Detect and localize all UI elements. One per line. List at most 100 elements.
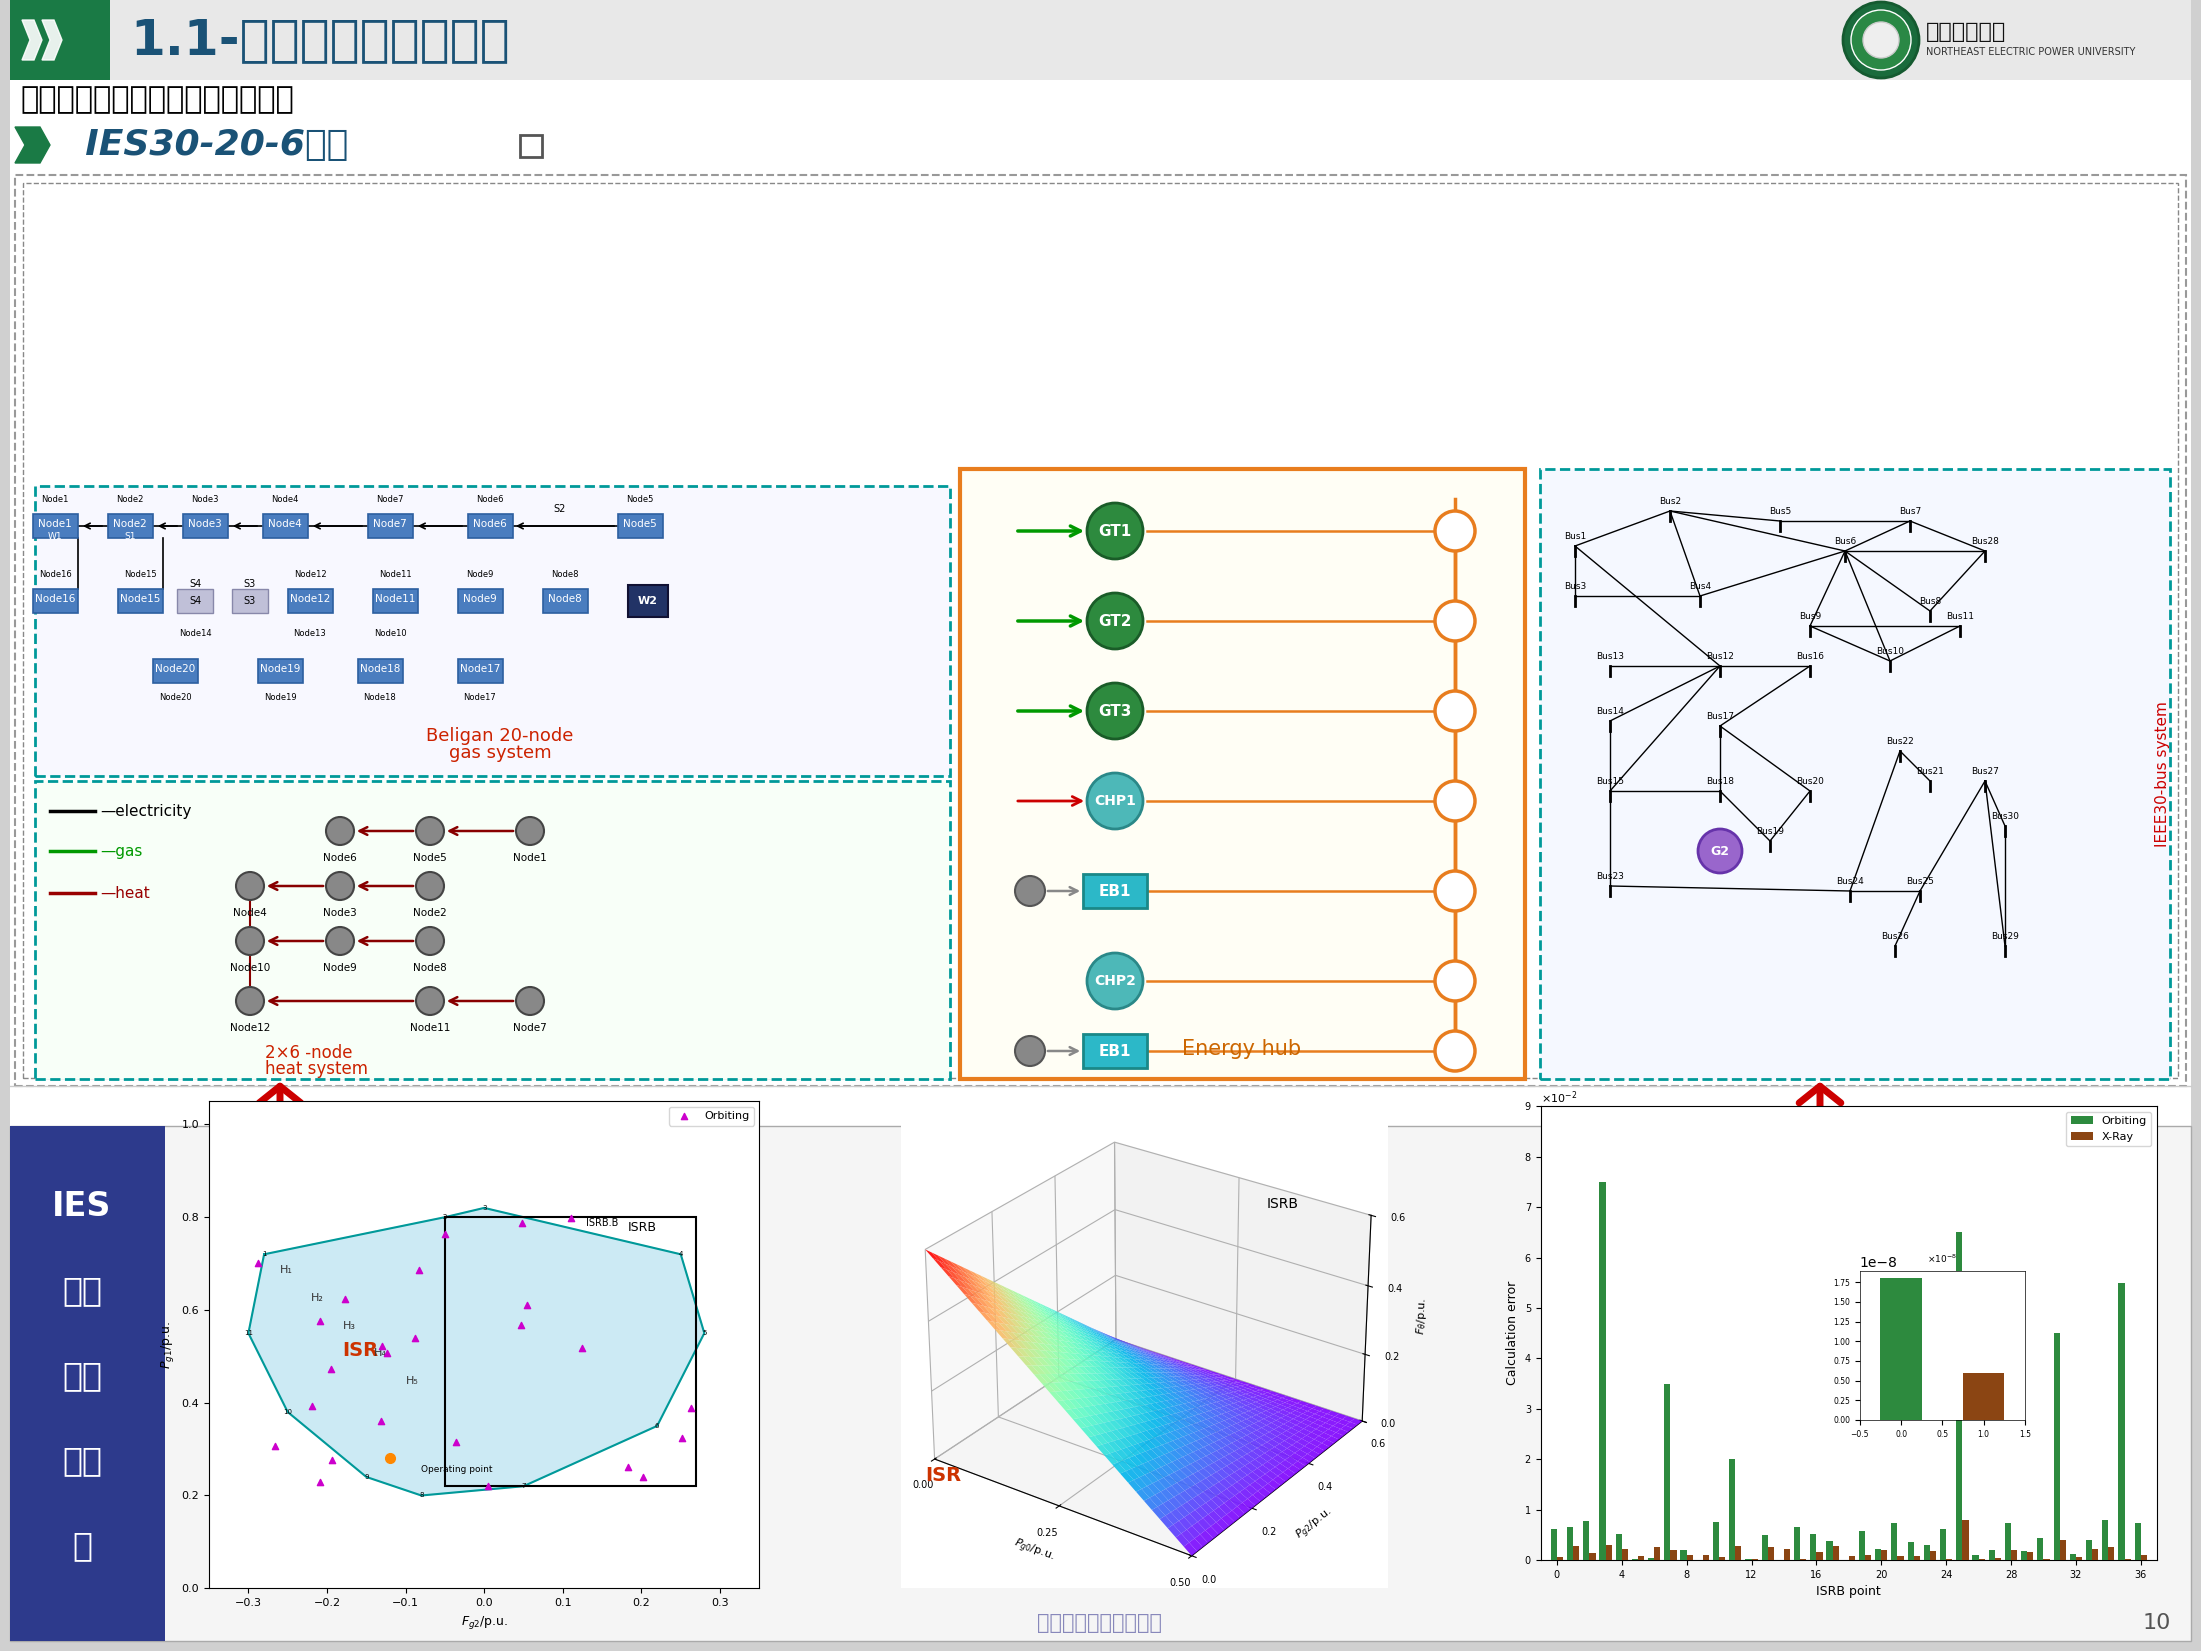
Bar: [1891, 1524, 1897, 1560]
Bar: [1638, 1555, 1644, 1560]
Text: Node10: Node10: [374, 629, 407, 637]
Circle shape: [1087, 773, 1142, 829]
Text: IES30-20-6算例: IES30-20-6算例: [59, 129, 348, 162]
Text: 1: 1: [262, 1251, 266, 1258]
Orbiting: [511, 1291, 546, 1317]
Text: 果: 果: [73, 1529, 92, 1562]
Text: Bus7: Bus7: [1899, 507, 1921, 517]
Circle shape: [515, 987, 544, 1015]
Bar: [1649, 1559, 1655, 1560]
Bar: [2087, 1540, 2093, 1560]
Text: EB1: EB1: [1098, 1043, 1131, 1058]
Bar: [1083, 873, 1147, 908]
Text: Bus28: Bus28: [1972, 537, 1999, 546]
Text: 11: 11: [244, 1331, 253, 1336]
Text: Node17: Node17: [464, 693, 497, 702]
Orbiting: [625, 1463, 660, 1489]
Bar: [11, 0, 2190, 79]
Text: Bus25: Bus25: [1906, 877, 1935, 887]
Text: 5: 5: [702, 1331, 707, 1336]
Bar: [1622, 1549, 1629, 1560]
Circle shape: [1015, 877, 1045, 906]
Text: Node3: Node3: [324, 908, 357, 918]
Circle shape: [1842, 2, 1919, 78]
Text: Node13: Node13: [293, 629, 326, 637]
Bar: [1939, 1529, 1946, 1560]
Bar: [544, 589, 588, 613]
Text: 东北电力大学: 东北电力大学: [1926, 21, 2007, 41]
Text: Node5: Node5: [623, 518, 656, 528]
Text: Node15: Node15: [119, 594, 161, 604]
Text: Node7: Node7: [376, 495, 403, 504]
Bar: [1552, 1529, 1556, 1560]
X-axis label: $F_{g2}$/p.u.: $F_{g2}$/p.u.: [460, 1613, 508, 1631]
Bar: [2005, 1522, 2012, 1560]
Bar: [445, 1217, 696, 1486]
Orbiting: [302, 1308, 337, 1334]
Text: Bus26: Bus26: [1882, 933, 1908, 941]
Text: —gas: —gas: [99, 844, 143, 859]
Bar: [618, 513, 663, 538]
Text: Node9: Node9: [467, 570, 493, 580]
Text: Node20: Node20: [158, 693, 191, 702]
Circle shape: [236, 926, 264, 954]
Text: 7: 7: [522, 1483, 526, 1489]
Circle shape: [515, 817, 544, 845]
Bar: [2069, 1554, 2076, 1560]
Bar: [1882, 1550, 1888, 1560]
Text: 4: 4: [678, 1251, 682, 1258]
Bar: [1704, 1555, 1708, 1560]
Text: Bus24: Bus24: [1836, 877, 1864, 887]
Text: Node2: Node2: [112, 518, 147, 528]
Circle shape: [1435, 1030, 1475, 1071]
Circle shape: [1087, 504, 1142, 560]
Text: Node5: Node5: [627, 495, 654, 504]
Orbiting: [504, 1313, 539, 1339]
Bar: [1734, 1547, 1741, 1560]
Polygon shape: [249, 1209, 704, 1496]
Y-axis label: $P_{g1}$/p.u.: $P_{g1}$/p.u.: [158, 1321, 176, 1369]
Orbiting: [258, 1433, 293, 1459]
Bar: [154, 659, 198, 684]
Text: S3: S3: [244, 596, 255, 606]
Text: —heat: —heat: [99, 885, 150, 900]
Text: Node1: Node1: [513, 854, 546, 863]
Circle shape: [1697, 829, 1741, 873]
Circle shape: [326, 817, 354, 845]
Text: 2×6 -node: 2×6 -node: [264, 1043, 352, 1062]
Text: Node2: Node2: [117, 495, 143, 504]
Text: Node16: Node16: [40, 570, 70, 580]
Bar: [1809, 1534, 1816, 1560]
Text: Bus6: Bus6: [1833, 537, 1855, 546]
Text: 2: 2: [442, 1213, 447, 1220]
Bar: [258, 659, 304, 684]
Text: Node11: Node11: [374, 594, 416, 604]
Circle shape: [416, 872, 445, 900]
Text: Bus29: Bus29: [1992, 933, 2018, 941]
Text: Node11: Node11: [409, 1024, 451, 1034]
Text: 【综合能源系统安全域算例分析】: 【综合能源系统安全域算例分析】: [20, 86, 293, 114]
Y-axis label: $P_{g2}$/p.u.: $P_{g2}$/p.u.: [1294, 1506, 1336, 1544]
Text: Bus5: Bus5: [1770, 507, 1792, 517]
Orbiting: [315, 1355, 350, 1382]
Text: S3: S3: [244, 580, 255, 589]
Text: H₄: H₄: [374, 1349, 387, 1359]
Bar: [183, 513, 229, 538]
Text: heat system: heat system: [264, 1060, 368, 1078]
Bar: [1616, 1534, 1622, 1560]
Text: W2: W2: [638, 596, 658, 606]
Orbiting: [370, 1341, 405, 1367]
Text: Energy hub: Energy hub: [1182, 1038, 1301, 1058]
Orbiting: [674, 1395, 709, 1422]
Bar: [1671, 1550, 1677, 1560]
Bar: [1794, 1527, 1800, 1560]
Bar: [110, 0, 2181, 79]
Text: Bus3: Bus3: [1565, 583, 1587, 591]
Bar: [1767, 1547, 1774, 1560]
Bar: [1930, 1550, 1937, 1560]
Polygon shape: [22, 20, 42, 59]
Bar: [262, 513, 308, 538]
Text: IES: IES: [53, 1189, 112, 1222]
Text: Node17: Node17: [460, 664, 500, 674]
Circle shape: [416, 817, 445, 845]
